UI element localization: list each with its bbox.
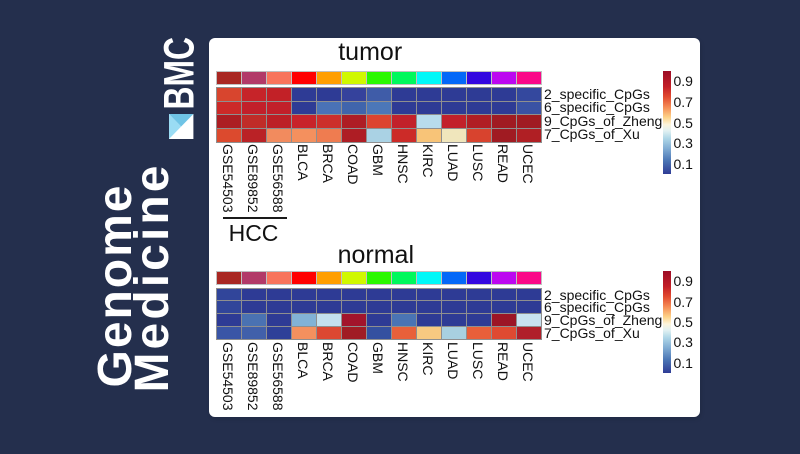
svg-text:BMC: BMC	[155, 37, 202, 110]
svg-text:Genome: Genome	[89, 186, 142, 388]
svg-text:Medicine: Medicine	[126, 166, 179, 393]
